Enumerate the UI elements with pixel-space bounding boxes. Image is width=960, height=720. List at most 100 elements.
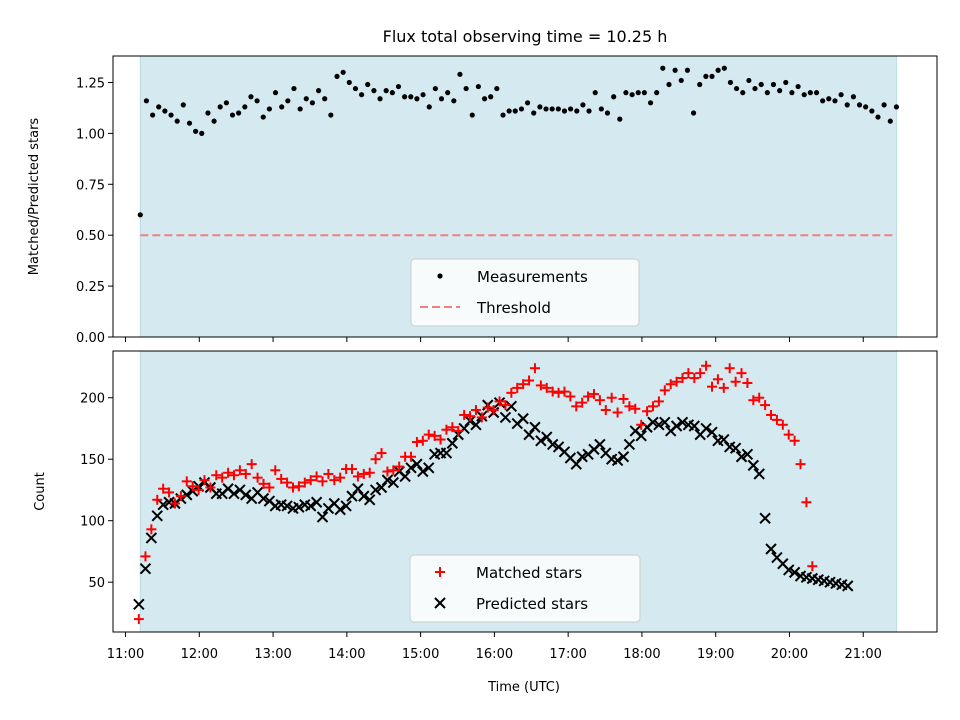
- predicted-star-point: [340, 500, 352, 512]
- predicted-star-point: [700, 422, 712, 435]
- matched-star-point: [795, 459, 806, 470]
- matched-star-point: [583, 391, 594, 402]
- predicted-star-point: [659, 416, 671, 429]
- matched-star-point: [276, 473, 287, 484]
- bottom-legend-box: [409, 554, 641, 623]
- legend-predicted-marker: [434, 597, 446, 609]
- matched-star-point: [152, 494, 163, 505]
- matched-star-point: [512, 382, 523, 393]
- measurement-point: [832, 98, 838, 104]
- matched-star-point: [411, 437, 422, 448]
- measurement-point: [856, 102, 863, 108]
- measurement-point: [629, 92, 635, 98]
- matched-star-point: [453, 425, 464, 436]
- x-tick-label: 18:00: [623, 647, 660, 662]
- matched-star-point: [559, 386, 570, 397]
- measurement-point: [309, 100, 315, 106]
- predicted-star-point: [676, 416, 689, 429]
- predicted-star-point: [706, 426, 718, 438]
- measurement-point: [813, 90, 820, 96]
- predicted-star-point: [304, 500, 317, 512]
- y-tick-label: 200: [80, 392, 105, 407]
- measurement-point: [346, 79, 352, 86]
- measurement-point: [838, 92, 844, 98]
- measurement-point: [260, 114, 266, 120]
- measurement-point: [322, 96, 328, 102]
- matched-star-point: [311, 471, 322, 482]
- predicted-star-point: [541, 431, 553, 443]
- measurement-point: [193, 128, 199, 134]
- predicted-star-point: [670, 420, 683, 432]
- measurement-point: [291, 85, 297, 92]
- measurement-point: [303, 96, 309, 102]
- measurement-point: [850, 94, 857, 100]
- matched-star-point: [677, 373, 688, 384]
- matched-star-point: [748, 395, 759, 406]
- measurement-point: [654, 90, 660, 96]
- top-x-ticks: [125, 337, 864, 342]
- predicted-star-point: [741, 448, 754, 461]
- predicted-star-point: [334, 503, 346, 516]
- predicted-star-point: [765, 543, 777, 555]
- matched-star-point: [565, 391, 576, 402]
- x-tick-label: 19:00: [697, 647, 734, 662]
- matched-star-point: [612, 407, 623, 418]
- measurement-point: [881, 102, 887, 108]
- matched-star-point: [518, 379, 529, 390]
- matched-star-point: [228, 470, 239, 481]
- measurement-point: [236, 110, 242, 116]
- predicted-star-point: [240, 489, 252, 501]
- predicted-star-point: [352, 483, 364, 495]
- matched-star-point: [388, 465, 399, 476]
- matched-star-point: [647, 401, 658, 412]
- measurement-point: [580, 102, 586, 108]
- measurement-point: [457, 71, 463, 77]
- predicted-star-point: [417, 465, 429, 478]
- measurement-point: [395, 83, 402, 90]
- matched-stars-points: [133, 360, 818, 625]
- measurement-point: [617, 116, 623, 122]
- measurement-point: [438, 96, 445, 102]
- matched-star-point: [317, 476, 328, 487]
- matched-star-point: [223, 467, 234, 478]
- matched-star-point: [766, 409, 777, 420]
- measurement-point: [592, 90, 598, 96]
- matched-star-point: [382, 466, 393, 477]
- x-tick-label: 20:00: [771, 647, 808, 662]
- matched-star-point: [435, 434, 446, 445]
- measurement-point: [488, 94, 494, 100]
- legend-threshold-label: Threshold: [476, 299, 551, 317]
- y-tick-label: 1.25: [76, 76, 105, 91]
- predicted-star-point: [387, 476, 400, 489]
- measurement-point: [223, 100, 229, 106]
- top-y-axis: 0.00 0.25 0.50 0.75 1.00 1.25: [76, 76, 113, 346]
- matched-star-point: [240, 468, 251, 479]
- measurement-point: [623, 90, 629, 96]
- matched-star-point: [394, 461, 405, 472]
- measurement-point: [469, 112, 475, 118]
- predicted-star-point: [411, 458, 423, 470]
- predicted-star-point: [759, 512, 771, 524]
- x-tick-label: 15:00: [402, 647, 439, 662]
- matched-star-point: [158, 483, 169, 494]
- y-tick-label: 150: [80, 453, 105, 468]
- predicted-star-point: [381, 474, 394, 486]
- predicted-star-point: [570, 458, 582, 470]
- matched-star-point: [642, 406, 653, 417]
- matched-star-point: [175, 491, 186, 502]
- x-tick-label: 21:00: [844, 647, 881, 662]
- x-tick-label: 11:00: [107, 647, 144, 662]
- predicted-star-point: [499, 411, 512, 424]
- matched-star-point: [701, 360, 712, 371]
- measurement-point: [893, 104, 900, 110]
- measurement-point: [506, 108, 512, 114]
- matched-star-point: [718, 382, 729, 393]
- matched-star-point: [683, 368, 694, 379]
- matched-star-point: [777, 419, 788, 430]
- measurement-point: [432, 85, 438, 92]
- matched-star-point: [730, 376, 741, 387]
- measurement-point: [807, 90, 813, 96]
- matched-star-point: [246, 459, 257, 470]
- top-legend: Measurements Threshold: [410, 258, 640, 327]
- matched-star-point: [193, 484, 204, 495]
